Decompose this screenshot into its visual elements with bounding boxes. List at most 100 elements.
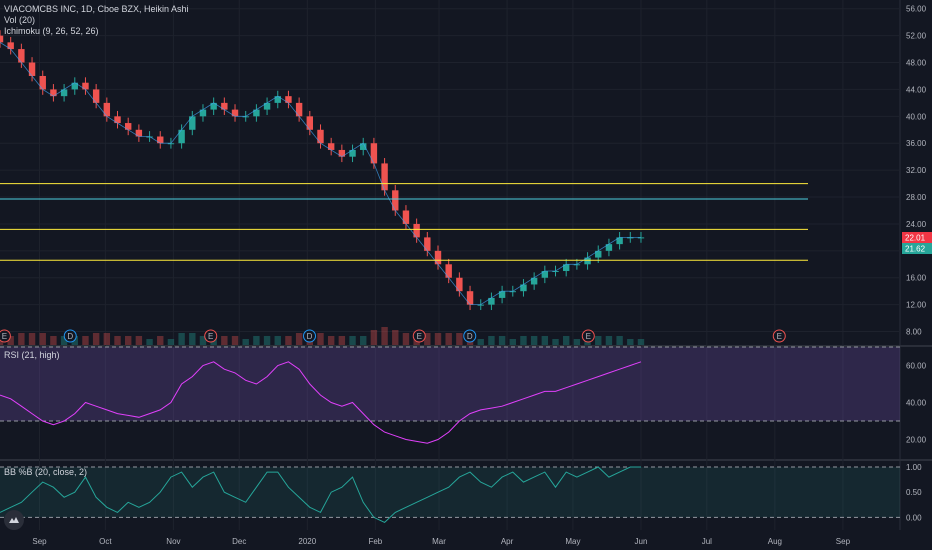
candle-body: [167, 143, 175, 145]
bb-tick-label: 1.00: [906, 463, 922, 472]
event-marker-label: D: [467, 332, 473, 341]
candle-body: [285, 96, 292, 103]
bb-percent-line: [0, 466, 641, 523]
candle-body: [103, 102, 111, 117]
rsi-band: [0, 347, 900, 421]
volume-bar: [189, 333, 196, 345]
volume-bar: [274, 336, 281, 345]
price-tags: 22.01 21.62: [902, 232, 932, 254]
volume-bar: [28, 333, 36, 345]
candle-body: [573, 264, 581, 266]
price-tick-label: 36.00: [906, 139, 927, 148]
volume-bar: [370, 330, 378, 345]
volume-bar: [562, 336, 570, 345]
candle-body: [466, 291, 474, 305]
time-tick-label: Dec: [232, 537, 246, 546]
event-marker-label: D: [67, 332, 73, 341]
bb-pane[interactable]: [0, 466, 900, 523]
candle-body: [135, 129, 143, 137]
volume-bar: [242, 339, 249, 345]
candle-body: [349, 149, 356, 157]
price-axis[interactable]: 8.00 12.00 16.00 20.00 24.00 28.00 32.00 36.00 4…: [906, 5, 927, 523]
candle-body: [231, 109, 239, 117]
bb-pane-label: BB %B (20, close, 2): [4, 467, 88, 477]
candle-body: [124, 123, 132, 130]
volume-bar: [253, 336, 260, 345]
volume-bar: [530, 336, 538, 345]
candle-body: [39, 75, 46, 90]
volume-bar: [541, 336, 549, 345]
candle-body: [242, 116, 249, 118]
candle-body: [295, 102, 303, 117]
candle-body: [498, 291, 506, 298]
event-marker-label: E: [586, 332, 591, 341]
symbol-title: VIACOMCBS INC, 1D, Cboe BZX, Heikin Ashi: [4, 4, 189, 14]
volume-bar: [82, 336, 89, 345]
candle-body: [595, 250, 602, 258]
candle-body: [584, 257, 591, 265]
time-tick-label: Sep: [32, 537, 47, 546]
earnings-marker: [412, 329, 426, 343]
price-tick-label: 48.00: [906, 59, 927, 68]
candle-body: [157, 136, 164, 144]
volume-bar: [637, 339, 645, 345]
rsi-pane[interactable]: [0, 346, 900, 444]
candle-body: [263, 102, 271, 110]
volume-bar: [146, 339, 153, 345]
candle-body: [7, 42, 14, 50]
volume-bar: [178, 333, 185, 345]
time-tick-label: Mar: [432, 537, 446, 546]
volume-bar: [605, 336, 613, 345]
volume-bar: [349, 336, 356, 345]
event-marker-label: E: [2, 332, 7, 341]
volume-bar: [7, 336, 14, 345]
volume-bar: [627, 339, 634, 345]
dividend-marker: [63, 329, 77, 343]
volume-bar: [285, 336, 292, 345]
last-price-tag-bg: [902, 232, 932, 243]
volume-bar: [552, 339, 559, 345]
candle-body: [413, 223, 420, 238]
candle-body: [637, 237, 645, 239]
candle-body: [189, 116, 196, 130]
candle-body: [424, 237, 431, 251]
volume-bar: [295, 333, 303, 345]
volume-bar: [124, 336, 132, 345]
candle-body: [456, 277, 463, 292]
earnings-marker: [772, 329, 786, 343]
candle-body: [82, 82, 89, 90]
candle-body: [370, 143, 378, 164]
bb-band: [0, 467, 900, 518]
volume-bar: [520, 336, 527, 345]
candle-body: [253, 109, 260, 117]
earnings-marker: [204, 329, 218, 343]
candle-body: [60, 89, 68, 97]
time-axis[interactable]: Sep Oct Nov Dec 2020 Feb Mar Apr May Jun Jul Aug Sep: [32, 537, 850, 546]
volume-bar: [167, 339, 175, 345]
volume-bar: [231, 336, 239, 345]
volume-bar: [103, 333, 111, 345]
price-tick-label: 24.00: [906, 220, 927, 229]
candle-body: [360, 143, 367, 150]
earnings-marker: [0, 329, 11, 343]
dividend-marker: [303, 329, 317, 343]
volume-bar: [573, 339, 581, 345]
volume-bar: [114, 336, 121, 345]
last-price-tag: 22.01: [905, 234, 926, 243]
candle-body: [520, 284, 527, 292]
candle-body: [488, 297, 495, 305]
volume-bar: [50, 336, 57, 345]
candle-body: [92, 89, 100, 103]
price-tick-label: 40.00: [906, 112, 927, 121]
dividend-marker: [463, 329, 477, 343]
candle-body: [0, 35, 4, 43]
candle-body: [338, 149, 346, 157]
candle-body: [509, 291, 516, 293]
candle-body: [605, 244, 613, 251]
volume-bar: [18, 333, 25, 345]
tradingview-logo-icon[interactable]: [4, 510, 24, 530]
volume-bar: [199, 336, 207, 345]
volume-bar: [327, 336, 335, 345]
